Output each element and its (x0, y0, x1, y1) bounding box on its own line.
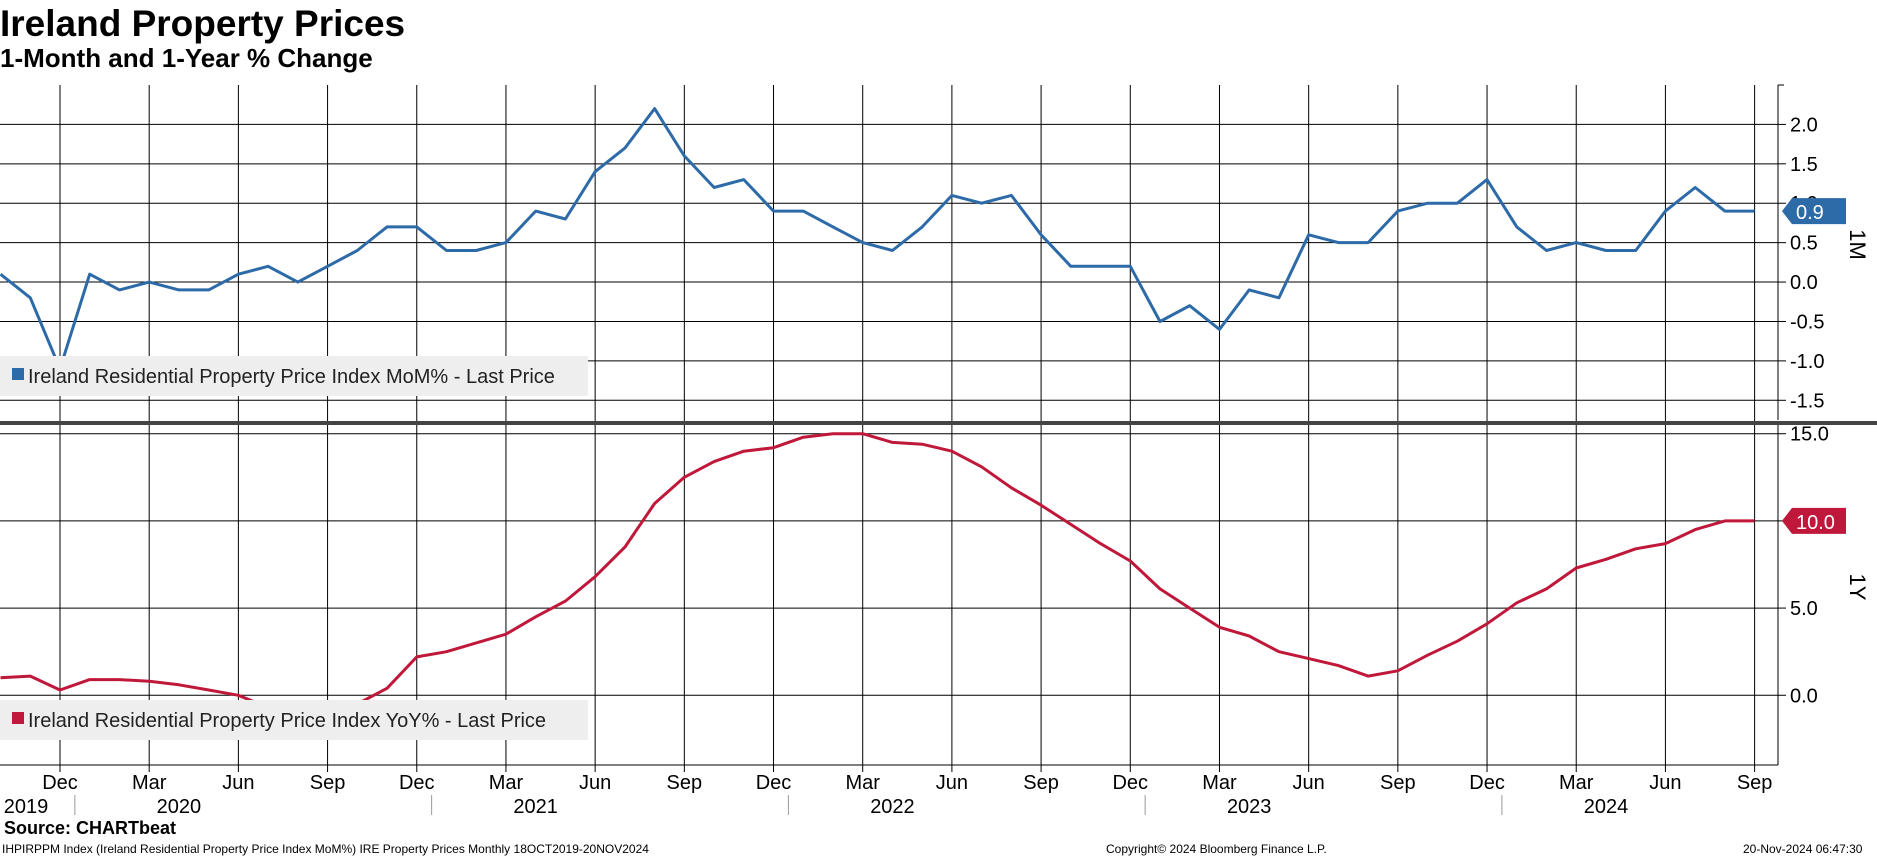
y-tick-label: 5.0 (1790, 598, 1818, 620)
x-year-label: 2022 (870, 796, 915, 818)
yoy-legend-label: Ireland Residential Property Price Index… (28, 710, 546, 732)
y-tick-label: 0.5 (1790, 233, 1818, 255)
mom-last-value-badge (1782, 198, 1846, 225)
y-tick-label: 1.5 (1790, 154, 1818, 176)
x-month-label: Mar (1202, 772, 1237, 794)
mom-last-value-label: 0.9 (1796, 202, 1824, 224)
x-month-label: Dec (1112, 772, 1148, 794)
y-tick-label: -1.5 (1790, 390, 1824, 412)
x-month-label: Jun (1649, 772, 1681, 794)
x-month-label: Mar (1559, 772, 1594, 794)
x-year-label: 2023 (1227, 796, 1272, 818)
x-year-label: 2019 (4, 796, 49, 818)
x-month-label: Jun (936, 772, 968, 794)
x-month-label: Mar (489, 772, 524, 794)
y-tick-label: 0.0 (1790, 272, 1818, 294)
x-month-label: Jun (579, 772, 611, 794)
x-month-label: Dec (756, 772, 792, 794)
page-title: Ireland Property Prices (0, 3, 406, 44)
page-subtitle: 1-Month and 1-Year % Change (0, 43, 373, 73)
mom-series-line (0, 107, 1755, 371)
yoy-panel-label: 1Y (1845, 574, 1870, 601)
x-month-label: Sep (1380, 772, 1416, 794)
source-label: Source: CHARTbeat (4, 818, 177, 838)
footer-copyright: Copyright© 2024 Bloomberg Finance L.P. (1106, 842, 1327, 856)
x-month-label: Jun (222, 772, 254, 794)
x-month-label: Sep (667, 772, 703, 794)
mom-legend-label: Ireland Residential Property Price Index… (28, 366, 555, 388)
mom-panel-label: 1M (1845, 229, 1870, 260)
x-month-label: Sep (310, 772, 346, 794)
yoy-last-value-badge (1782, 507, 1846, 534)
y-tick-label: -1.0 (1790, 351, 1824, 373)
x-year-label: 2020 (157, 796, 202, 818)
x-month-label: Mar (132, 772, 167, 794)
footer-timestamp: 20-Nov-2024 06:47:30 (1743, 842, 1863, 856)
x-month-label: Sep (1737, 772, 1773, 794)
y-tick-label: -0.5 (1790, 311, 1824, 333)
x-year-label: 2021 (513, 796, 558, 818)
x-month-label: Mar (845, 772, 880, 794)
x-month-label: Dec (399, 772, 435, 794)
yoy-last-value-label: 10.0 (1796, 512, 1835, 534)
x-month-label: Sep (1023, 772, 1059, 794)
x-month-label: Dec (1469, 772, 1505, 794)
y-tick-label: 0.0 (1790, 685, 1818, 707)
yoy-legend-box (0, 700, 588, 740)
x-month-label: Jun (1293, 772, 1325, 794)
y-tick-label: 15.0 (1790, 424, 1829, 446)
x-year-label: 2024 (1584, 796, 1629, 818)
x-month-label: Dec (42, 772, 78, 794)
yoy-series-line (0, 432, 1755, 713)
mom-legend-swatch (12, 368, 24, 380)
footer-ticker: IHPIRPPM Index (Ireland Residential Prop… (2, 842, 649, 856)
yoy-legend-swatch (12, 712, 24, 724)
y-tick-label: 2.0 (1790, 114, 1818, 136)
mom-legend-box (0, 356, 588, 396)
